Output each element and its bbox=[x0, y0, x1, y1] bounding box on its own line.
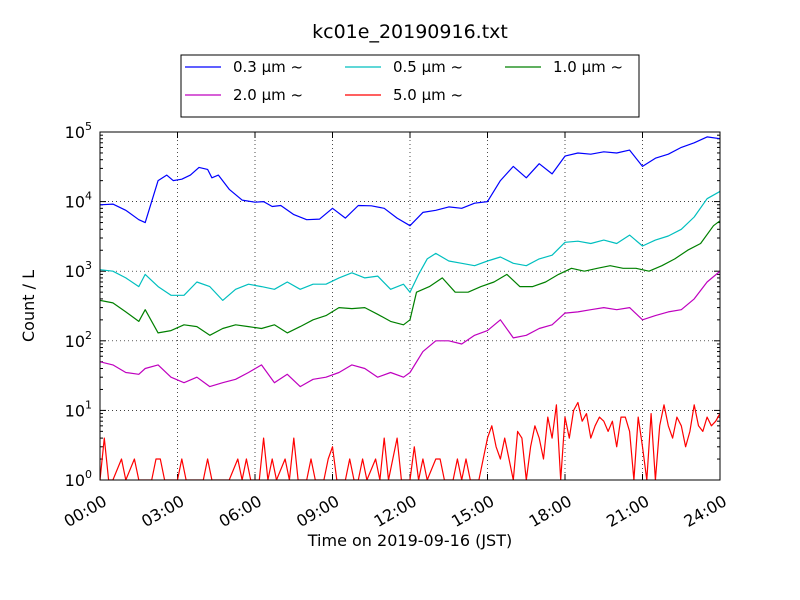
y-axis-label: Count / L bbox=[19, 270, 38, 342]
x-axis-label: Time on 2019-09-16 (JST) bbox=[307, 531, 512, 550]
x-tick-label: 24:00 bbox=[681, 491, 730, 531]
y-tick-label: 100 bbox=[65, 468, 92, 490]
legend-label: 0.3 μm ~ bbox=[233, 58, 303, 76]
y-tick-label: 103 bbox=[65, 259, 92, 281]
series-line-0 bbox=[100, 136, 720, 227]
x-tick-labels: 00:00 03:00 06:00 09:00 12:00 15:00 18:00 21:00… bbox=[61, 491, 730, 531]
y-tick-label: 104 bbox=[65, 190, 92, 212]
x-tick-label: 18:00 bbox=[526, 491, 575, 531]
legend-label: 0.5 μm ~ bbox=[393, 58, 463, 76]
y-tick-label: 101 bbox=[65, 398, 92, 420]
legend: 0.3 μm ~ 0.5 μm ~ 1.0 μm ~ 2.0 μm ~ 5.0 μm ~ bbox=[180, 54, 640, 118]
legend-box bbox=[180, 54, 640, 118]
grid-lines bbox=[100, 132, 720, 480]
x-tick-label: 09:00 bbox=[293, 491, 342, 531]
x-tick-label: 21:00 bbox=[603, 491, 652, 531]
y-tick-label: 105 bbox=[65, 120, 92, 142]
legend-label: 2.0 μm ~ bbox=[233, 86, 303, 104]
series-line-3 bbox=[100, 270, 720, 388]
x-tick-label: 12:00 bbox=[371, 491, 420, 531]
legend-label: 5.0 μm ~ bbox=[393, 86, 463, 104]
y-tick-label: 102 bbox=[65, 329, 92, 351]
plot-border bbox=[99, 131, 721, 481]
x-tick-label: 06:00 bbox=[216, 491, 265, 531]
x-tick-label: 03:00 bbox=[138, 491, 187, 531]
legend-label: 1.0 μm ~ bbox=[553, 58, 623, 76]
series-line-4 bbox=[100, 401, 720, 480]
chart-title: kc01e_20190916.txt bbox=[312, 21, 508, 43]
x-tick-label: 00:00 bbox=[61, 491, 110, 531]
series-group bbox=[100, 136, 720, 480]
series-line-1 bbox=[100, 190, 720, 301]
series-line-2 bbox=[100, 220, 720, 336]
plot-area bbox=[99, 131, 721, 481]
y-tick-labels: 100 101 102 103 104 105 bbox=[65, 120, 92, 490]
x-tick-label: 15:00 bbox=[448, 491, 497, 531]
